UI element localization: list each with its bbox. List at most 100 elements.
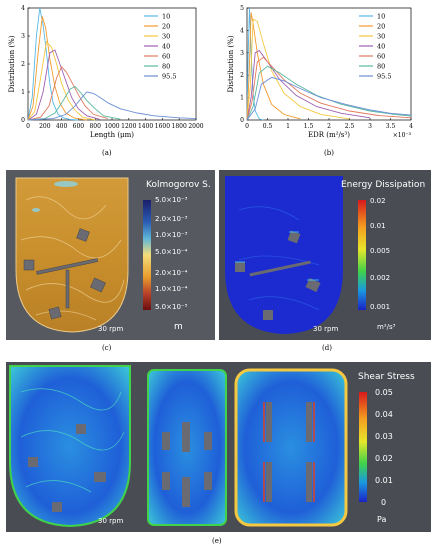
x-tick-label: 1000 (104, 123, 119, 130)
colorbar-tick: 0 (381, 498, 387, 507)
colorbar-title: Energy Dissipation (341, 180, 426, 190)
legend-entry: 40 (377, 43, 385, 51)
x-tick-label: 0 (245, 123, 249, 130)
y-tick-label: 5 (240, 5, 244, 12)
legend-entry: 40 (162, 43, 170, 51)
series-line-95.5 (27, 91, 197, 121)
shaft (36, 258, 99, 275)
series-line-10 (27, 7, 79, 121)
series-line-80 (27, 85, 121, 121)
colorbar-tick: 1.0×10⁻⁴ (155, 285, 188, 293)
x-tick-label: 400 (56, 123, 68, 130)
colorbar-tick: 0.01 (370, 222, 386, 230)
y-axis-label: Distribution (%) (227, 35, 235, 92)
caption-b: (b) (324, 149, 334, 157)
impeller-blade (48, 306, 62, 320)
colorbar-title: Shear Stress (358, 372, 415, 382)
x-tick-label: 3 (368, 123, 372, 130)
caption-d: (d) (322, 344, 332, 352)
y-tick-label: 0 (21, 117, 25, 124)
legend-entry: 10 (162, 13, 170, 21)
colorbar-tick: 0.02 (370, 197, 386, 205)
colorbar-tick: 1.0×10⁻³ (155, 231, 188, 239)
x-tick-label: 600 (73, 123, 85, 130)
colorbar-tick: 5.0×10⁻⁵ (155, 303, 188, 311)
series-line-40 (27, 49, 100, 121)
shaft (249, 260, 311, 277)
y-tick-label: 4 (21, 5, 25, 12)
colorbar-tick: 5.0×10⁻³ (155, 196, 188, 204)
impeller-blade (287, 230, 301, 244)
series-line-60 (246, 56, 412, 121)
x-tick-label: 3.5 (386, 123, 396, 130)
series-line-80 (246, 65, 412, 121)
legend-entry: 95.5 (377, 73, 391, 81)
legend-entry: 10 (377, 13, 385, 21)
legend-entry: 20 (162, 23, 170, 31)
y-tick-label: 2 (21, 61, 25, 68)
y-tick-label: 1 (240, 95, 244, 102)
series-line-40 (246, 50, 371, 121)
caption-e: (e) (212, 537, 222, 545)
impeller-blade (305, 277, 321, 293)
legend-entry: 30 (377, 33, 385, 41)
x-axis-label: EDR (m²/s³) (308, 131, 350, 139)
impeller-blade (94, 472, 106, 482)
x-axis-label: Length (μm) (90, 131, 134, 139)
impeller-blade (52, 502, 62, 512)
colorbar-tick: 0.001 (370, 303, 391, 311)
colorbar-unit: m²/s³ (377, 323, 396, 331)
vessel-shape (225, 176, 343, 334)
colorbar-tick: 0.05 (375, 388, 393, 397)
vessel-shape (15, 177, 129, 333)
vessel-shear-svg (9, 365, 367, 528)
impeller-blade (76, 424, 86, 434)
vessel-energy-svg (225, 176, 366, 334)
colorbar-tick: 5.0×10⁻⁴ (155, 248, 188, 256)
chart-length-distribution: 0 200 400 600 800 1000 1200 1400 1600 1800 2000 0 1 2… (8, 5, 204, 139)
rpm-label: 30 rpm (98, 517, 124, 525)
y-tick-label: 2 (240, 72, 244, 79)
x-tick-label: 800 (89, 123, 101, 130)
vessel-front (9, 365, 131, 528)
colorbar-unit: Pa (377, 515, 387, 524)
y-tick-label: 3 (240, 50, 244, 57)
colorbar-tick: 0.04 (375, 410, 393, 419)
series-line-20 (27, 16, 87, 121)
x-tick-label: 0.5 (263, 123, 273, 130)
legend-entry: 80 (377, 63, 385, 71)
legend-entry: 80 (162, 63, 170, 71)
y-tick-label: 0 (240, 117, 244, 124)
vessel-top (234, 368, 348, 527)
colorbar-shear (359, 392, 367, 502)
x-tick-label: 1200 (121, 123, 136, 130)
impeller-blade (90, 277, 106, 293)
legend-entry: 60 (377, 53, 385, 61)
x-tick-label: 0 (26, 123, 30, 130)
colorbar-tick: 2.0×10⁻³ (155, 215, 188, 223)
x-tick-label: 200 (39, 123, 51, 130)
x-scale-label: ×10⁻³ (393, 132, 412, 139)
energy-dissipation-render: Energy Dissipation 0.02 0.01 0.005 0.002… (219, 170, 431, 340)
x-tick-label: 2.5 (345, 123, 355, 130)
caption-c: (c) (102, 344, 112, 352)
series-line-10 (246, 7, 264, 121)
series-line-30 (246, 18, 350, 121)
x-tick-label: 2 (327, 123, 331, 130)
series-line-95.5 (246, 76, 412, 121)
impeller-blade (28, 457, 38, 467)
colorbar-tick: 0.01 (375, 476, 393, 485)
rpm-label: 30 rpm (98, 325, 124, 333)
colorbar-tick: 0.005 (370, 247, 391, 255)
colorbar-tick: 0.03 (375, 432, 393, 441)
y-tick-label: 4 (240, 27, 244, 34)
series-line-60 (27, 65, 108, 121)
shaft (65, 269, 70, 309)
legend-entry: 30 (162, 33, 170, 41)
colorbar-tick: 0.002 (370, 274, 391, 282)
x-tick-label: 4 (409, 123, 413, 130)
colorbar-title: Kolmogorov S. (146, 180, 211, 190)
legend-entry: 95.5 (162, 73, 176, 81)
legend-entry: 60 (162, 53, 170, 61)
x-tick-label: 1600 (155, 123, 170, 130)
